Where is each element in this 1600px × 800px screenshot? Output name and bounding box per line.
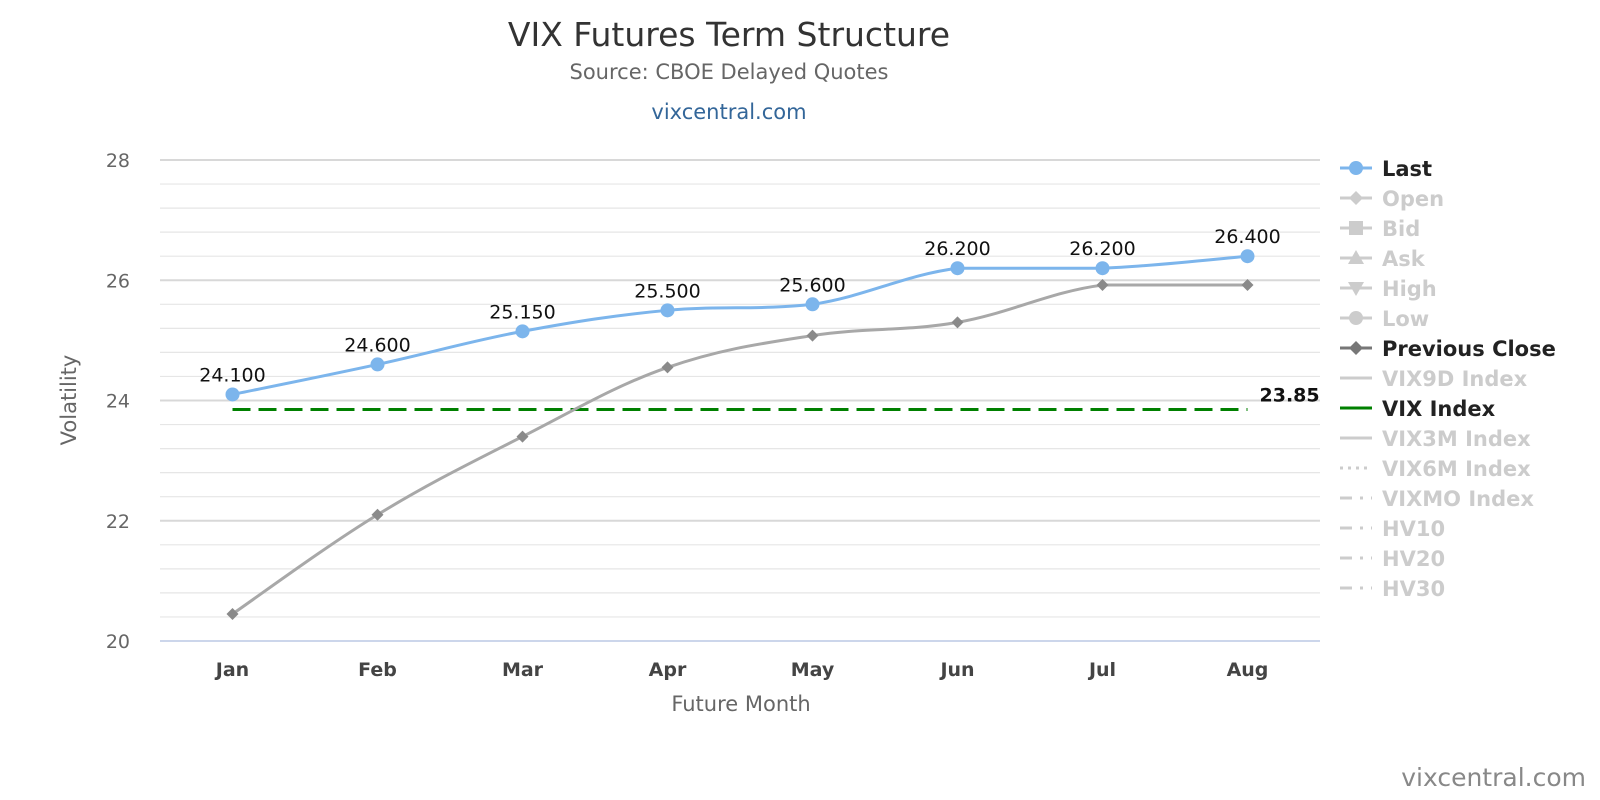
last-point[interactable] bbox=[225, 387, 240, 402]
legend-item[interactable]: VIX Index bbox=[1340, 397, 1496, 421]
legend-item[interactable]: Ask bbox=[1340, 247, 1426, 271]
y-tick-label: 20 bbox=[106, 631, 130, 653]
legend-item[interactable]: Bid bbox=[1340, 217, 1420, 241]
last-point[interactable] bbox=[515, 324, 530, 339]
y-tick-label: 28 bbox=[106, 150, 130, 172]
last-data-label: 24.100 bbox=[199, 364, 265, 386]
y-tick-label: 24 bbox=[106, 391, 130, 413]
last-point[interactable] bbox=[950, 261, 965, 276]
legend-item[interactable]: Last bbox=[1340, 157, 1432, 181]
legend-label: Ask bbox=[1382, 247, 1426, 271]
chart-title: VIX Futures Term Structure bbox=[508, 15, 950, 54]
last-point[interactable] bbox=[660, 303, 675, 318]
legend-item[interactable]: VIX6M Index bbox=[1340, 457, 1531, 481]
legend-label: Previous Close bbox=[1382, 337, 1556, 361]
legend-item[interactable]: HV30 bbox=[1340, 577, 1445, 601]
legend-label: Open bbox=[1382, 187, 1444, 211]
legend-item[interactable]: VIXMO Index bbox=[1340, 487, 1534, 511]
x-tick-label: Apr bbox=[649, 659, 687, 681]
last-data-label: 24.600 bbox=[344, 334, 410, 356]
series-vix-index: 23.85 bbox=[232, 385, 1320, 412]
x-tick-label: Aug bbox=[1227, 659, 1269, 681]
legend-label: HV10 bbox=[1382, 517, 1445, 541]
previous-close-point bbox=[1096, 279, 1109, 292]
vix-index-label: 23.85 bbox=[1260, 385, 1320, 407]
legend-item[interactable]: Low bbox=[1340, 307, 1429, 331]
last-point[interactable] bbox=[1095, 261, 1110, 276]
legend-item[interactable]: VIX3M Index bbox=[1340, 427, 1531, 451]
legend-label: VIX Index bbox=[1382, 397, 1496, 421]
legend-label: Bid bbox=[1382, 217, 1420, 241]
previous-close-point bbox=[951, 316, 964, 329]
legend-label: Low bbox=[1382, 307, 1429, 331]
previous-close-point bbox=[661, 361, 674, 374]
legend-label: HV20 bbox=[1382, 547, 1445, 571]
legend-label: High bbox=[1382, 277, 1437, 301]
chart-subtitle: Source: CBOE Delayed Quotes bbox=[570, 60, 889, 84]
previous-close-line bbox=[231, 283, 1248, 616]
last-data-label: 25.600 bbox=[779, 274, 845, 296]
previous-close-point bbox=[226, 607, 239, 620]
previous-close-point bbox=[806, 329, 819, 342]
legend-item[interactable]: High bbox=[1340, 277, 1437, 301]
legend-label: VIX6M Index bbox=[1382, 457, 1531, 481]
series-previous-close bbox=[226, 279, 1254, 620]
legend-item[interactable]: HV20 bbox=[1340, 547, 1445, 571]
y-axis: 20 22 24 26 28 bbox=[106, 150, 130, 653]
legend-item[interactable]: Previous Close bbox=[1340, 337, 1556, 361]
last-data-label: 26.200 bbox=[924, 238, 990, 260]
x-tick-label: Jul bbox=[1087, 659, 1116, 681]
legend-item[interactable]: Open bbox=[1340, 187, 1444, 211]
legend: Last Open Bid Ask High Low Previous Close VIX9D… bbox=[1340, 157, 1556, 601]
x-axis-title: Future Month bbox=[671, 692, 810, 716]
credit-text[interactable]: vixcentral.com bbox=[1401, 763, 1586, 792]
legend-label: VIXMO Index bbox=[1382, 487, 1534, 511]
last-data-label: 26.400 bbox=[1214, 226, 1280, 248]
last-data-label: 26.200 bbox=[1069, 238, 1135, 260]
legend-label: Last bbox=[1382, 157, 1432, 181]
last-point[interactable] bbox=[805, 297, 820, 312]
legend-item[interactable]: VIX9D Index bbox=[1340, 367, 1528, 391]
previous-close-point bbox=[371, 508, 384, 521]
last-point[interactable] bbox=[370, 357, 385, 372]
source-link[interactable]: vixcentral.com bbox=[651, 100, 806, 124]
x-axis: Jan Feb Mar Apr May Jun Jul Aug bbox=[214, 659, 1269, 681]
legend-label: VIX3M Index bbox=[1382, 427, 1531, 451]
x-tick-label: Jun bbox=[938, 659, 974, 681]
x-tick-label: Feb bbox=[358, 659, 397, 681]
legend-label: VIX9D Index bbox=[1382, 367, 1528, 391]
grid-lines bbox=[160, 159, 1320, 642]
y-tick-label: 22 bbox=[106, 511, 130, 533]
series-last: 24.100 24.600 25.150 25.500 25.600 26.200 26.2… bbox=[199, 226, 1281, 402]
x-tick-label: May bbox=[791, 659, 835, 681]
previous-close-point bbox=[516, 430, 529, 443]
last-data-label: 25.500 bbox=[634, 280, 700, 302]
last-data-label: 25.150 bbox=[489, 301, 555, 323]
x-tick-label: Mar bbox=[502, 659, 544, 681]
y-axis-title: Volatility bbox=[57, 355, 81, 446]
last-line bbox=[232, 254, 1248, 396]
previous-close-point bbox=[1241, 279, 1254, 292]
x-tick-label: Jan bbox=[214, 659, 249, 681]
last-point[interactable] bbox=[1240, 249, 1255, 264]
legend-label: HV30 bbox=[1382, 577, 1445, 601]
legend-item[interactable]: HV10 bbox=[1340, 517, 1445, 541]
y-tick-label: 26 bbox=[106, 270, 130, 292]
